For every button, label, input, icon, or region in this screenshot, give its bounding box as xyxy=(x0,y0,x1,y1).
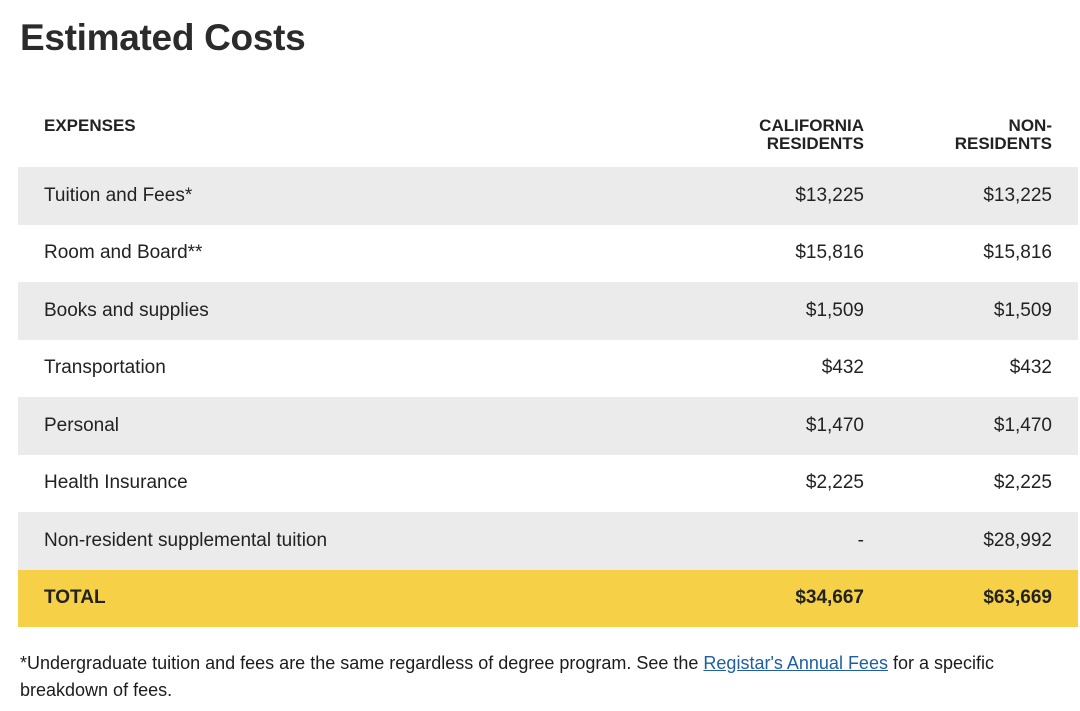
nonresident-cell: $28,992 xyxy=(983,529,1052,551)
california-cell: $1,470 xyxy=(805,414,864,436)
california-cell: $15,816 xyxy=(795,242,864,264)
nonresident-cell: $13,225 xyxy=(983,184,1052,206)
registar-annual-fees-link[interactable]: Registar's Annual Fees xyxy=(703,653,888,673)
expense-cell: Room and Board** xyxy=(44,242,203,264)
page-title: Estimated Costs xyxy=(20,17,306,58)
nonresident-cell: $15,816 xyxy=(983,242,1052,264)
expense-cell: Personal xyxy=(44,414,119,436)
total-nonresident: $63,669 xyxy=(983,587,1052,608)
nonresident-cell: $1,509 xyxy=(993,299,1052,321)
table-row: Personal $1,470 $1,470 xyxy=(18,397,1078,455)
header-california-residents: CALIFORNIA RESIDENTS xyxy=(704,117,864,153)
total-label: TOTAL xyxy=(44,587,106,608)
header-nonres-line1: NON- xyxy=(1008,116,1052,135)
footnote-text-start: *Undergraduate tuition and fees are the … xyxy=(20,653,704,673)
header-california-line2: RESIDENTS xyxy=(766,134,864,153)
footnote-text-end: for a specific breakdown of fees. xyxy=(20,653,995,700)
nonresident-cell: $1,470 xyxy=(993,414,1052,436)
total-row: TOTAL $34,667 $63,669 xyxy=(18,569,1078,627)
nonresident-cell: $2,225 xyxy=(993,472,1052,494)
header-nonres-line2: RESIDENTS xyxy=(954,134,1052,153)
nonresident-cell: $432 xyxy=(1009,357,1052,379)
california-cell: $1,509 xyxy=(805,299,864,321)
table-row: Health Insurance $2,225 $2,225 xyxy=(18,455,1078,513)
california-cell: $432 xyxy=(821,357,864,379)
table-row: Books and supplies $1,509 $1,509 xyxy=(18,282,1078,340)
table-row: Non-resident supplemental tuition - $28,… xyxy=(18,512,1078,570)
footnote: *Undergraduate tuition and fees are the … xyxy=(20,650,1070,704)
expense-cell: Books and supplies xyxy=(44,299,209,321)
california-cell: $2,225 xyxy=(805,472,864,494)
header-expenses: EXPENSES xyxy=(44,116,136,135)
expense-cell: Non-resident supplemental tuition xyxy=(44,529,328,551)
california-cell: $13,225 xyxy=(795,184,864,206)
expense-cell: Tuition and Fees* xyxy=(44,184,193,206)
table-row: Room and Board** $15,816 $15,816 xyxy=(18,225,1078,283)
header-non-residents: NON- RESIDENTS xyxy=(902,117,1052,153)
header-california-line1: CALIFORNIA xyxy=(759,116,864,135)
table-row: Tuition and Fees* $13,225 $13,225 xyxy=(18,167,1078,225)
california-cell: - xyxy=(857,529,864,551)
table-row: Transportation $432 $432 xyxy=(18,340,1078,398)
expense-cell: Health Insurance xyxy=(44,472,188,494)
table-header: EXPENSES CALIFORNIA RESIDENTS NON- RESID… xyxy=(18,106,1078,167)
total-california: $34,667 xyxy=(795,587,864,608)
expense-cell: Transportation xyxy=(44,357,166,379)
costs-table: EXPENSES CALIFORNIA RESIDENTS NON- RESID… xyxy=(18,106,1078,627)
